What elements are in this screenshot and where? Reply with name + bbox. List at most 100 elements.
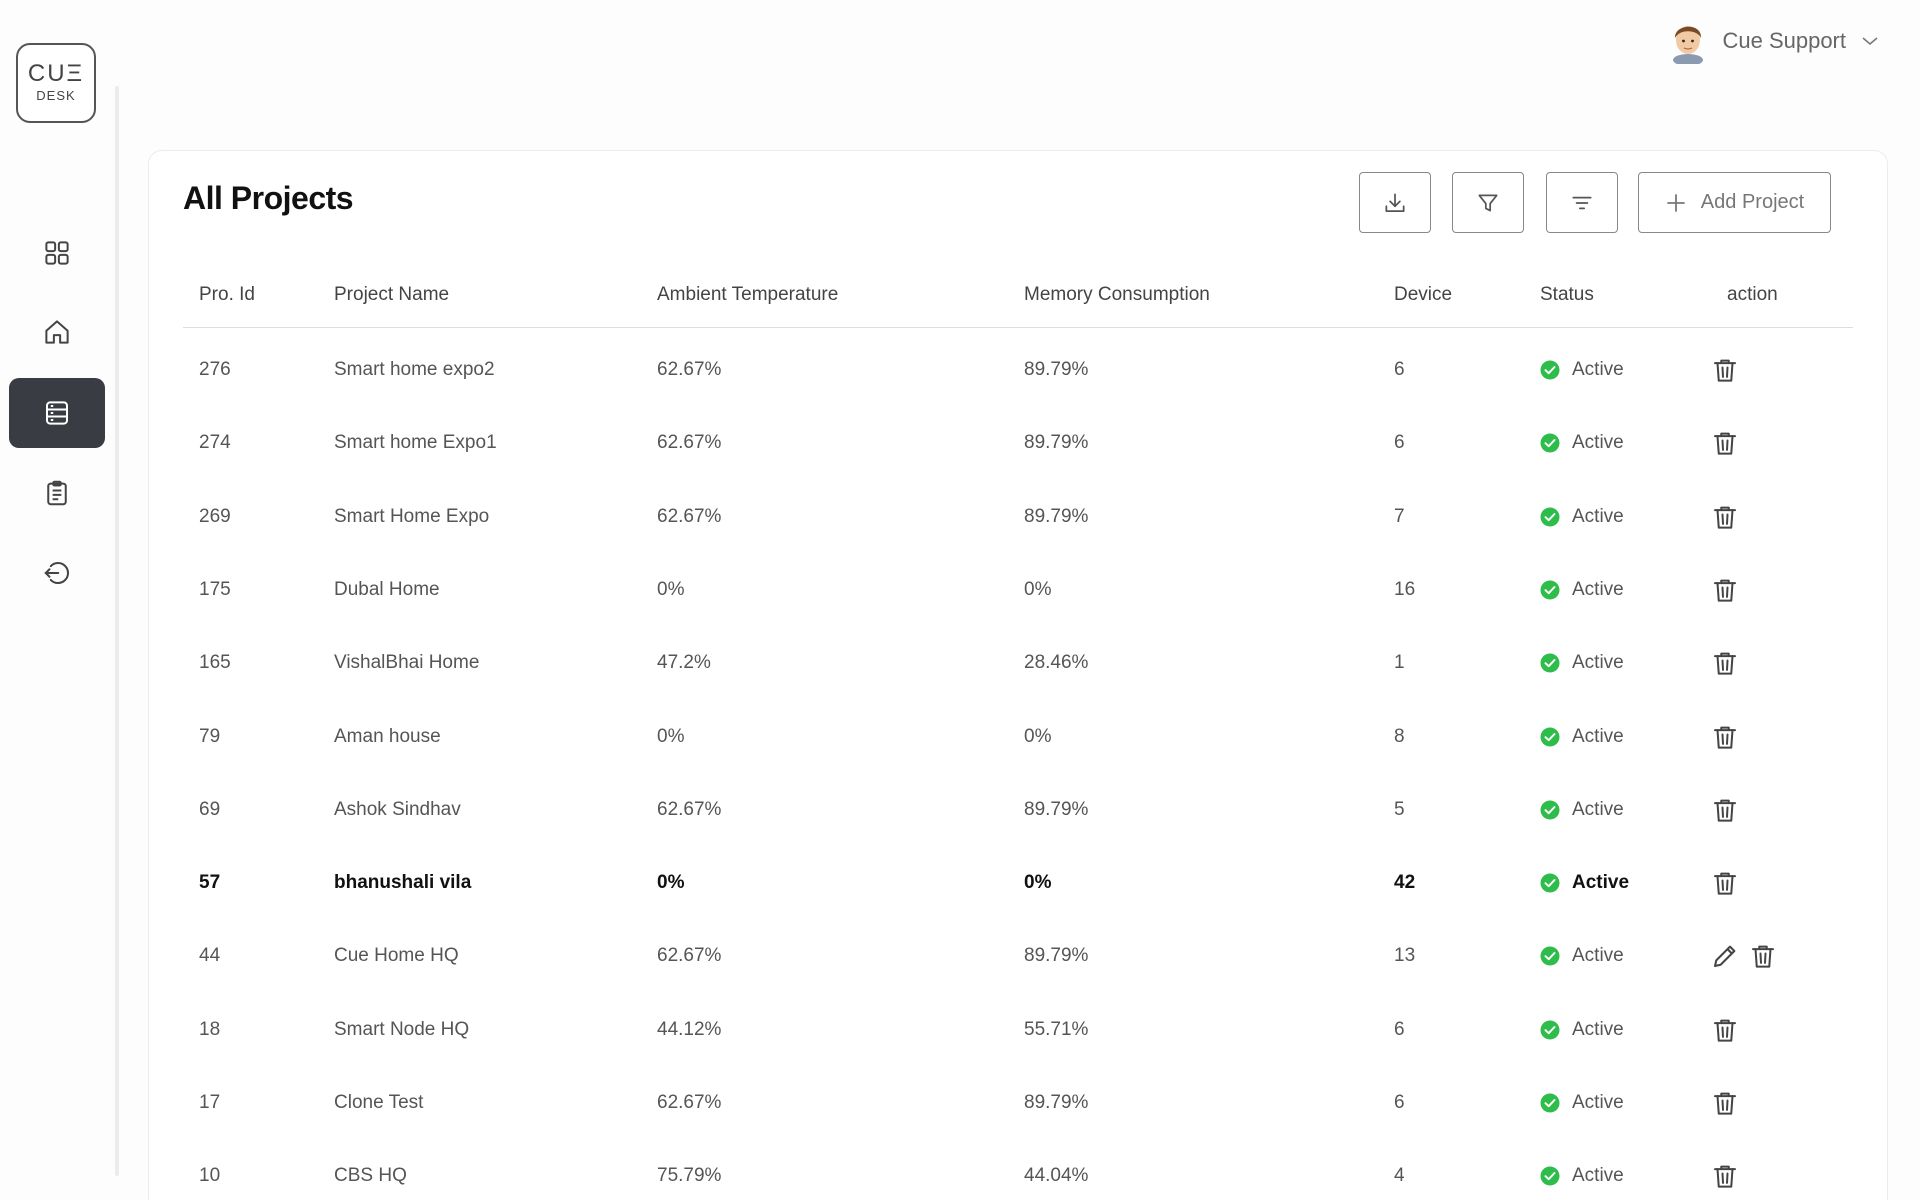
cell-temp: 62.67% — [657, 505, 722, 527]
status-badge: Active — [1540, 872, 1629, 894]
check-circle-icon — [1540, 800, 1560, 820]
status-badge: Active — [1540, 1019, 1624, 1041]
status-badge: Active — [1540, 579, 1624, 601]
delete-button[interactable] — [1710, 1015, 1740, 1050]
cell-memory: 44.04% — [1024, 1165, 1089, 1187]
col-ambient-temperature[interactable]: Ambient Temperature — [657, 284, 839, 305]
cell-memory: 89.79% — [1024, 1092, 1089, 1113]
table-row[interactable]: 57 bhanushali vila 0% 0% 42 Active — [183, 848, 1853, 921]
cell-device: 4 — [1394, 1165, 1405, 1187]
add-project-label: Add Project — [1700, 191, 1805, 213]
cell-device: 5 — [1394, 798, 1405, 820]
delete-button[interactable] — [1710, 722, 1740, 757]
nav-projects[interactable] — [9, 378, 105, 448]
trash-icon — [1714, 1165, 1736, 1188]
trash-icon — [1714, 432, 1736, 455]
delete-button[interactable] — [1710, 355, 1740, 390]
nav-home[interactable] — [9, 297, 105, 367]
delete-button[interactable] — [1710, 502, 1740, 537]
status-label: Active — [1572, 1092, 1624, 1113]
status-label: Active — [1572, 578, 1624, 600]
cell-temp: 75.79% — [657, 1165, 722, 1187]
table-row[interactable]: 165 VishalBhai Home 47.2% 28.46% 1 Active — [183, 628, 1853, 701]
cell-name: Clone Test — [334, 1092, 424, 1113]
download-button[interactable] — [1359, 172, 1431, 233]
add-project-button[interactable]: Add Project — [1638, 172, 1831, 233]
trash-icon — [1714, 579, 1736, 602]
table-row[interactable]: 79 Aman house 0% 0% 8 Active — [183, 702, 1853, 775]
status-badge: Active — [1540, 506, 1624, 528]
cue-desk-logo[interactable]: CUΞ DESK — [16, 43, 96, 123]
cell-temp: 62.67% — [657, 945, 722, 967]
col-project-name[interactable]: Project Name — [334, 284, 450, 305]
table-row[interactable]: 274 Smart home Expo1 62.67% 89.79% 6 Active — [183, 408, 1853, 481]
status-badge: Active — [1540, 945, 1624, 967]
table-row[interactable]: 175 Dubal Home 0% 0% 16 Active — [183, 555, 1853, 628]
delete-button[interactable] — [1710, 1161, 1740, 1196]
cell-id: 175 — [199, 578, 231, 600]
chevron-down-icon[interactable] — [1860, 31, 1880, 51]
cell-id: 269 — [199, 505, 231, 527]
cell-id: 79 — [199, 725, 221, 747]
nav-dashboard[interactable] — [9, 218, 105, 288]
check-circle-icon — [1540, 507, 1560, 527]
check-circle-icon — [1540, 1166, 1560, 1186]
delete-button[interactable] — [1710, 575, 1740, 610]
nav-logout[interactable] — [9, 538, 105, 608]
cell-temp: 47.2% — [657, 652, 711, 674]
cell-device: 1 — [1394, 652, 1405, 674]
delete-button[interactable] — [1710, 428, 1740, 463]
user-name: Cue Support — [1722, 28, 1846, 53]
nav-reports[interactable] — [9, 458, 105, 528]
col-id[interactable]: Pro. Id — [199, 284, 255, 305]
status-label: Active — [1572, 798, 1624, 820]
col-memory-consumption[interactable]: Memory Consumption — [1024, 284, 1210, 305]
cell-device: 42 — [1394, 872, 1416, 894]
cell-device: 13 — [1394, 945, 1416, 967]
filter-button[interactable] — [1452, 172, 1524, 233]
cell-temp: 0% — [657, 578, 685, 600]
trash-icon — [1714, 799, 1736, 822]
user-menu[interactable]: Cue Support — [1668, 18, 1880, 66]
sort-button[interactable] — [1546, 172, 1618, 233]
cell-temp: 62.67% — [657, 359, 722, 380]
delete-button[interactable] — [1710, 868, 1740, 903]
status-badge: Active — [1540, 1165, 1624, 1187]
delete-button[interactable] — [1710, 1088, 1740, 1123]
trash-icon — [1714, 652, 1736, 675]
projects-card — [148, 150, 1888, 1200]
cell-name: Smart Node HQ — [334, 1018, 470, 1040]
col-device[interactable]: Device — [1394, 284, 1453, 305]
delete-button[interactable] — [1710, 648, 1740, 683]
cell-name: Aman house — [334, 725, 441, 747]
edit-button[interactable] — [1710, 941, 1740, 976]
table-row[interactable]: 17 Clone Test 62.67% 89.79% 6 Active — [183, 1068, 1853, 1141]
status-badge: Active — [1540, 652, 1624, 674]
cell-memory: 89.79% — [1024, 945, 1089, 967]
table-row[interactable]: 69 Ashok Sindhav 62.67% 89.79% 5 Active — [183, 775, 1853, 848]
col-status[interactable]: Status — [1540, 284, 1594, 305]
delete-button[interactable] — [1710, 795, 1740, 830]
status-label: Active — [1572, 725, 1624, 747]
table-row[interactable]: 276 Smart home expo2 62.67% 89.79% 6 Active — [183, 335, 1853, 408]
cell-name: Smart home Expo1 — [334, 432, 497, 454]
status-badge: Active — [1540, 359, 1624, 381]
table-header: Pro. Id Project Name Ambient Temperature… — [183, 276, 1853, 328]
cell-device: 16 — [1394, 578, 1416, 600]
logo-text-top: CUΞ — [27, 60, 85, 87]
cell-memory: 89.79% — [1024, 798, 1089, 820]
table-row[interactable]: 269 Smart Home Expo 62.67% 89.79% 7 Active — [183, 482, 1853, 555]
table-row[interactable]: 44 Cue Home HQ 62.67% 89.79% 13 Active — [183, 921, 1853, 994]
cell-device: 8 — [1394, 725, 1405, 747]
status-badge: Active — [1540, 726, 1624, 748]
cell-memory: 89.79% — [1024, 505, 1089, 527]
table-row[interactable]: 10 CBS HQ 75.79% 44.04% 4 Active — [183, 1141, 1853, 1200]
col-action: action — [1727, 284, 1778, 305]
table-row[interactable]: 18 Smart Node HQ 44.12% 55.71% 6 Active — [183, 995, 1853, 1068]
cell-id: 57 — [199, 872, 221, 894]
cell-id: 17 — [199, 1092, 221, 1113]
delete-button[interactable] — [1748, 941, 1778, 976]
status-badge: Active — [1540, 1092, 1624, 1114]
cell-name: VishalBhai Home — [334, 652, 480, 674]
trash-icon — [1714, 1092, 1736, 1115]
